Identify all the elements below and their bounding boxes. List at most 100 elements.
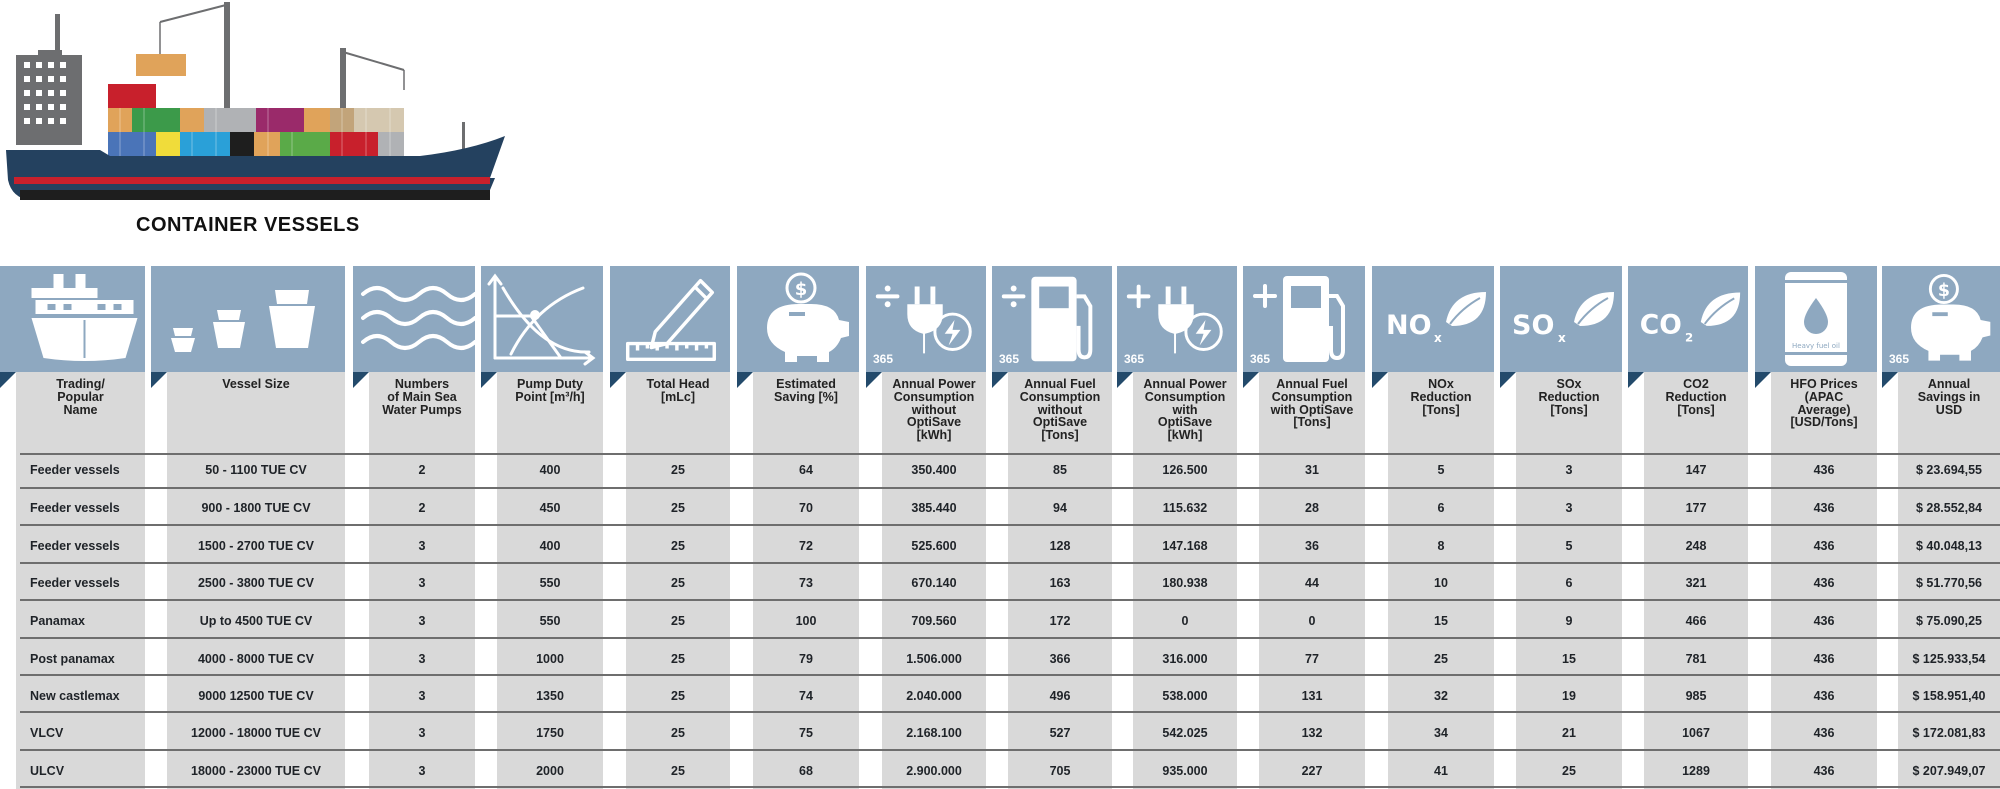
table-cell: 3 [1565, 463, 1573, 477]
svg-text:SO: SO [1512, 310, 1554, 341]
header-label-line: Water Pumps [382, 402, 462, 417]
table-cell: 466 [1685, 614, 1707, 628]
table-cell: 25 [1562, 764, 1576, 778]
row-separator [20, 749, 2000, 751]
table-cell: 180.938 [1162, 576, 1208, 590]
header-label-line: Reduction [1538, 389, 1600, 404]
header-corner-mark [1628, 372, 1644, 388]
cell-vessel-name: Panamax [30, 614, 85, 628]
table-cell: $ 23.694,55 [1915, 463, 1983, 477]
table-cell: 538.000 [1162, 689, 1208, 703]
table-cell: 25 [671, 689, 685, 703]
header-label-line: (APAC [1804, 389, 1844, 404]
table-cell: 436 [1813, 539, 1835, 553]
column-body [882, 372, 986, 789]
column-1: Trading/Popular Name [0, 266, 145, 789]
column-header-label: Total Head [mLc] [626, 378, 730, 478]
table-cell: 18000 - 23000 TUE CV [191, 764, 321, 778]
column-header-label: CO2 Reduction [Tons] [1644, 378, 1748, 478]
table-cell: 2 [418, 501, 426, 515]
column-body [1008, 372, 1112, 789]
header-label-line: [kWh] [916, 428, 952, 442]
nox-leaf-icon: NO x [1386, 292, 1486, 345]
column-8: 365 Annual Fuel Consumption without OptiSave… [992, 266, 1112, 789]
table-cell: 74 [799, 689, 813, 703]
table-cell: 985 [1685, 689, 1707, 703]
table-cell: 25 [671, 614, 685, 628]
column-7: 365 Annual Power Consumption without OptiSav… [866, 266, 986, 789]
table-cell: $ 51.770,56 [1915, 576, 1983, 590]
power-plug-plus-icon [1126, 284, 1223, 354]
column-header-icon-box [151, 266, 345, 372]
column-header-label: Trading/Popular Name [16, 378, 145, 478]
header-label-line: OptiSave [906, 415, 962, 430]
header-label-line: SOx [1556, 377, 1582, 391]
column-body [369, 372, 475, 789]
fuel-pump-divide-icon [1001, 276, 1093, 362]
svg-text:$: $ [1938, 281, 1950, 301]
column-header-icon-box: 365 [866, 266, 986, 372]
page-title: CONTAINER VESSELS [136, 214, 360, 236]
header-label-line: [Tons] [1677, 402, 1715, 417]
table-cell: 1.506.000 [906, 652, 962, 666]
cell-vessel-name: Feeder vessels [30, 501, 120, 515]
column-10: 365 Annual Fuel Consumption with OptiSave [T… [1243, 266, 1365, 789]
table-cell: 72 [799, 539, 813, 553]
header-corner-mark [0, 372, 16, 388]
table-cell: 50 - 1100 TUE CV [205, 463, 307, 477]
table-cell: 25 [671, 726, 685, 740]
table-cell: 36 [1305, 539, 1319, 553]
table-cell: 366 [1049, 652, 1071, 666]
table-cell: 25 [671, 501, 685, 515]
table-cell: 436 [1813, 501, 1835, 515]
table-cell: 436 [1813, 614, 1835, 628]
column-15: $365 Annual Savings in USD [1882, 266, 2000, 789]
column-header-label: Annual Fuel Consumption with OptiSave [Tons… [1259, 378, 1365, 478]
header-label-line: OptiSave [1157, 415, 1213, 430]
co2-leaf-icon: CO 2 [1640, 292, 1741, 345]
table-cell: 3 [418, 764, 426, 778]
column-header-label: Annual Fuel Consumption without OptiSave [To… [1008, 378, 1112, 478]
column-header-label: Annual Power Consumption without OptiSave [k… [882, 378, 986, 478]
table-cell: 132 [1301, 726, 1323, 740]
table-cell: 1000 [536, 652, 564, 666]
table-cell: 3 [1565, 501, 1573, 515]
row-separator [20, 786, 2000, 788]
header-label-line: [kWh] [1167, 428, 1203, 442]
table-cell: 131 [1301, 689, 1323, 703]
table-cell: 6 [1565, 576, 1573, 590]
column-body [1898, 372, 2000, 789]
table-cell: 64 [799, 463, 813, 477]
table-cell: 10 [1434, 576, 1448, 590]
table-cell: 25 [671, 576, 685, 590]
table-cell: $ 75.090,25 [1915, 614, 1983, 628]
cell-vessel-name: New castlemax [30, 689, 120, 703]
header-label-line: OptiSave [1032, 415, 1088, 430]
header-label-line: [USD/Tons] [1790, 415, 1858, 430]
column-body [497, 372, 603, 789]
header-corner-mark [481, 372, 497, 388]
table-cell: 316.000 [1162, 652, 1208, 666]
header-label-line: Reduction [1410, 389, 1472, 404]
table-cell: 350.400 [911, 463, 957, 477]
header-label-line: Consumption [1019, 389, 1101, 404]
column-header-label: Vessel Size [167, 378, 345, 478]
header-label-line: Numbers [394, 377, 450, 391]
header-label-line: of Main Sea [387, 389, 457, 404]
header-label-line: Average) [1797, 402, 1851, 417]
table-cell: 1350 [536, 689, 564, 703]
header-label-line: Estimated [776, 377, 836, 391]
header-label-line: Consumption [893, 389, 975, 404]
table-cell: 25 [671, 652, 685, 666]
table-cell: 496 [1049, 689, 1071, 703]
header-label-line: with OptiSave [1270, 402, 1354, 417]
column-2: Vessel Size [151, 266, 345, 789]
column-12: SO x SOx Reduction [Tons] [1500, 266, 1622, 789]
cell-vessel-name: Feeder vessels [30, 463, 120, 477]
column-11: NO x NOx Reduction [Tons] [1372, 266, 1494, 789]
row-separator [20, 674, 2000, 676]
table-cell: 0 [1308, 614, 1316, 628]
hfo-can-label: Heavy fuel oil [1792, 342, 1840, 350]
column-body [1516, 372, 1622, 789]
table-cell: $ 125.933,54 [1912, 652, 1986, 666]
